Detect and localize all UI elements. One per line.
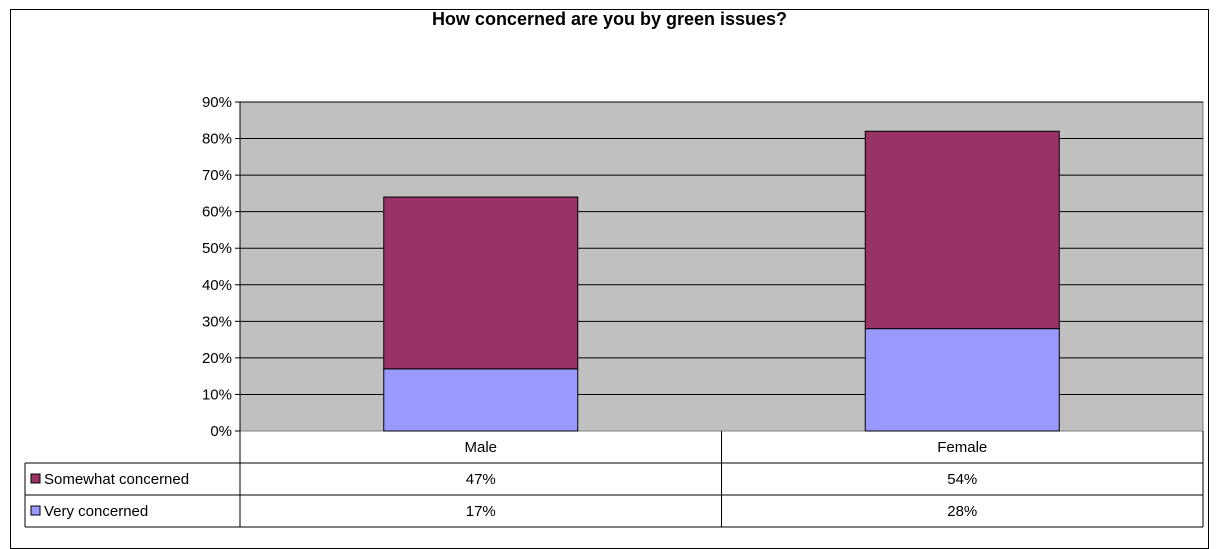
legend-key xyxy=(30,473,41,484)
bar-very-concerned-female xyxy=(864,328,1060,432)
data-label: 17% xyxy=(466,503,496,520)
data-label: 54% xyxy=(947,471,977,488)
legend-label: Somewhat concerned xyxy=(44,471,189,488)
y-tick-label: 90% xyxy=(202,94,232,111)
bar-very-concerned-male xyxy=(383,368,579,432)
y-tick-label: 50% xyxy=(202,240,232,257)
y-tick-label: 20% xyxy=(202,350,232,367)
data-label: 47% xyxy=(466,471,496,488)
legend-label: Very concerned xyxy=(44,503,148,520)
bar-somewhat-concerned-female xyxy=(864,130,1060,330)
bar-somewhat-concerned-male xyxy=(383,196,579,370)
y-tick-label: 70% xyxy=(202,167,232,184)
data-label: 28% xyxy=(947,503,977,520)
y-tick-label: 40% xyxy=(202,277,232,294)
y-tick-label: 30% xyxy=(202,313,232,330)
y-tick-label: 80% xyxy=(202,131,232,148)
category-label: Male xyxy=(464,439,497,456)
y-tick-label: 10% xyxy=(202,386,232,403)
chart-title: How concerned are you by green issues? xyxy=(431,9,788,29)
y-tick-label: 60% xyxy=(202,204,232,221)
legend-key xyxy=(30,505,41,516)
y-tick-label: 0% xyxy=(210,423,232,440)
category-label: Female xyxy=(937,439,987,456)
